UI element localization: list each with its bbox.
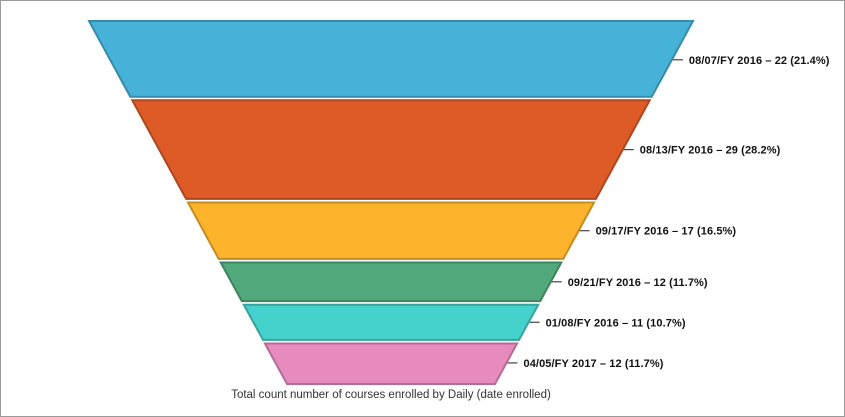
- funnel-segment-6[interactable]: [263, 342, 519, 385]
- funnel-segment-3[interactable]: [186, 201, 596, 260]
- funnel-segment-2[interactable]: [130, 99, 652, 200]
- slice-label: 08/07/FY 2016 – 22 (21.4%): [689, 55, 830, 67]
- slice-label: 08/13/FY 2016 – 29 (28.2%): [640, 145, 781, 157]
- slice-label: 01/08/FY 2016 – 11 (10.7%): [546, 317, 686, 329]
- slice-label: 09/17/FY 2016 – 17 (16.5%): [596, 226, 737, 238]
- funnel-segment-4[interactable]: [219, 261, 563, 303]
- slice-label: 09/21/FY 2016 – 12 (11.7%): [568, 277, 708, 289]
- chart-caption: Total count number of courses enrolled b…: [231, 389, 551, 401]
- funnel-segment-5[interactable]: [242, 303, 540, 341]
- funnel-segment-1[interactable]: [87, 20, 695, 98]
- slice-label: 04/05/FY 2017 – 12 (11.7%): [524, 358, 664, 370]
- funnel-slices: [87, 20, 695, 385]
- funnel-labels: 08/07/FY 2016 – 22 (21.4%) 08/13/FY 2016 …: [507, 55, 830, 370]
